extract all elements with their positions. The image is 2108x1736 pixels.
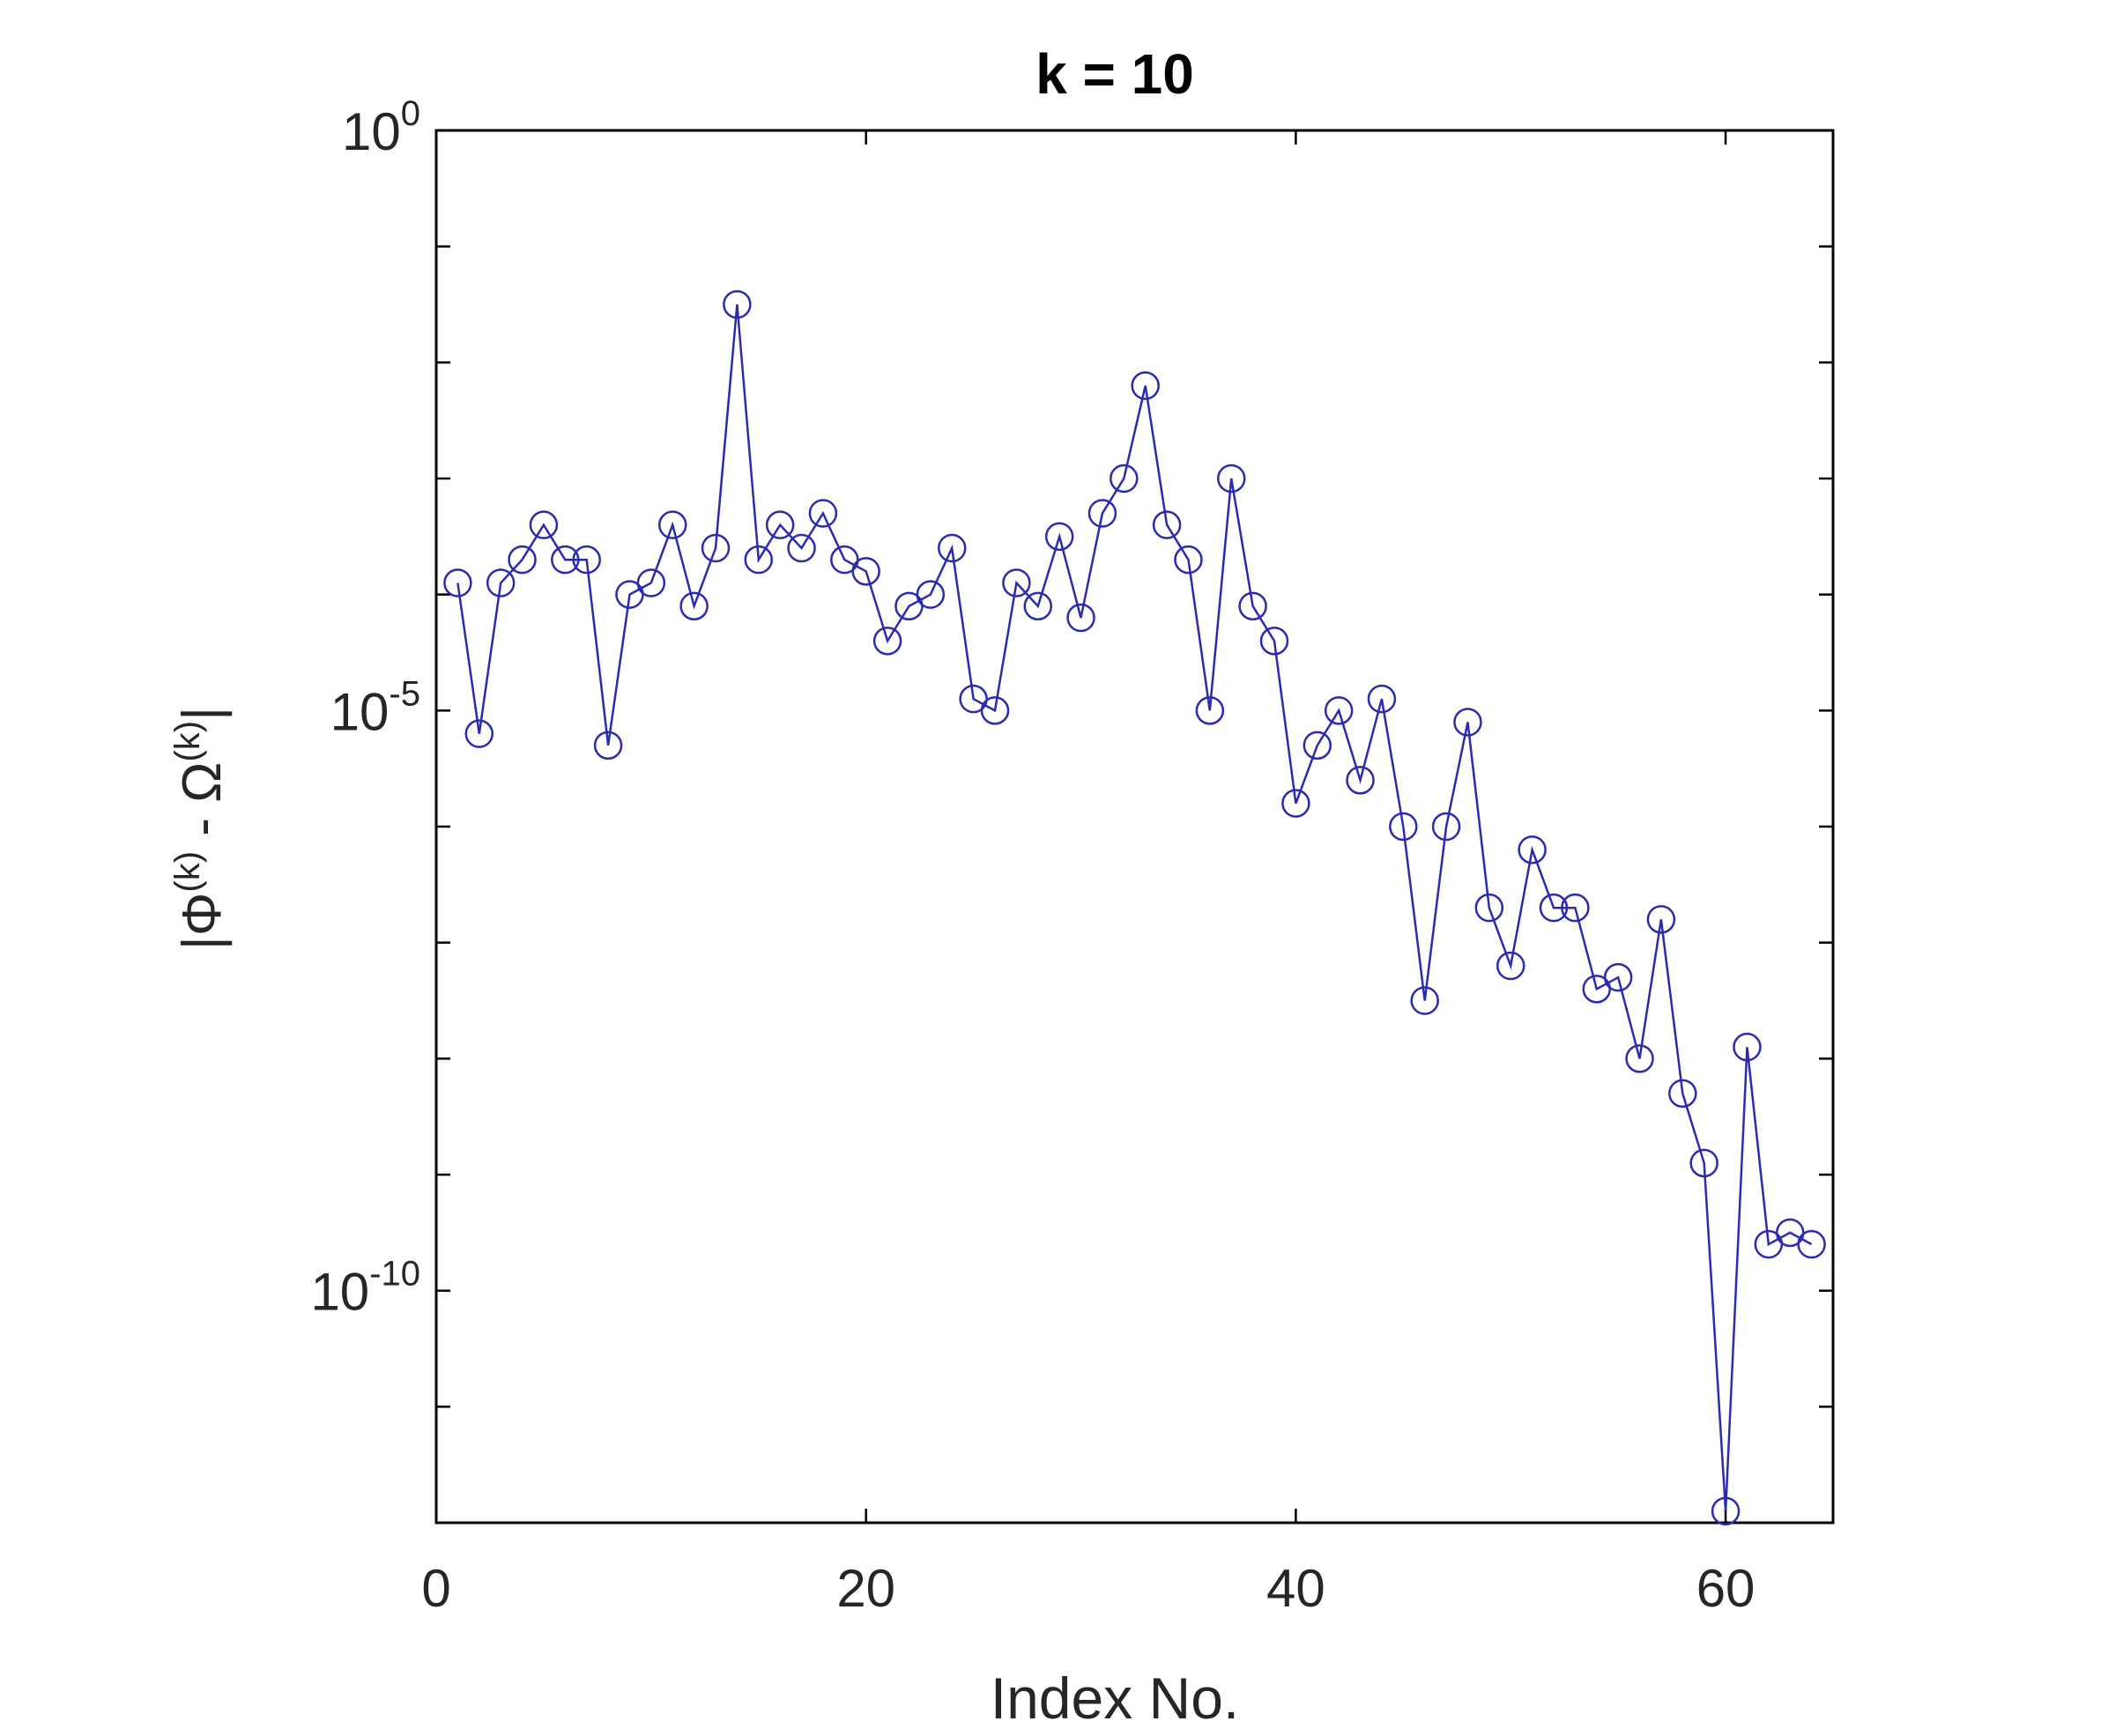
data-point [1646,905,1676,934]
data-point [701,533,731,563]
data-point [872,627,902,656]
data-point [1518,835,1547,864]
y-tick-label: 10-5 [330,674,420,741]
data-point [1023,591,1053,621]
y-tick-label: 100 [342,94,420,161]
data-point [443,568,472,597]
data-point [980,696,1010,725]
data-point [1561,893,1590,923]
chart-title: k = 10 [1035,42,1194,106]
data-point [1174,545,1203,575]
data-point [744,545,774,575]
data-point [1087,499,1117,528]
data-point [572,545,601,575]
data-point [1044,522,1074,552]
data-point [1689,1148,1718,1178]
data-point [1603,962,1633,992]
data-point [787,533,816,563]
series-markers [443,290,1826,1526]
data-point [1496,951,1525,981]
data-point [851,557,880,586]
plot-area [434,129,1835,1525]
y-axis-label-group: |Φ(k) - Ω(k)| [168,707,233,950]
y-tick-labels: 100 10-5 10-10 [310,94,420,1322]
data-point [1797,1229,1826,1259]
data-point [1131,371,1160,400]
data-point [464,719,494,748]
data-point [1152,510,1182,539]
x-tick-label: 0 [421,1559,450,1618]
data-point [723,290,752,319]
data-point [1216,464,1246,493]
data-point [1711,1496,1741,1526]
data-point [1367,684,1397,714]
data-point [808,499,838,528]
data-point [1281,789,1310,818]
data-point [593,731,623,760]
data-point [1002,568,1031,597]
data-point [1324,696,1354,725]
axis-ticks [434,129,1833,1525]
data-point [1453,708,1482,737]
data-point [1389,812,1418,842]
data-point [636,568,666,597]
x-tick-label: 20 [836,1559,895,1618]
data-point [1303,731,1332,760]
data-point [916,580,946,609]
data-point [1539,893,1569,923]
data-point [657,510,687,539]
data-point [529,510,559,539]
x-tick-label: 40 [1266,1559,1325,1618]
x-tick-label: 60 [1696,1559,1755,1618]
data-point [1195,696,1225,725]
series-line [456,304,1813,1511]
data-point [937,533,967,563]
data-point [1066,603,1095,633]
data-point [1668,1079,1697,1109]
x-tick-labels: 0 20 40 60 [421,1559,1755,1618]
y-axis-label: |Φ(k) - Ω(k)| [168,707,233,950]
x-axis-label: Index No. [991,1666,1240,1731]
data-point [1733,1032,1762,1062]
data-point [551,545,580,575]
data-point [1238,591,1267,621]
data-point [486,568,516,597]
data-point [1110,464,1139,493]
y-tick-label: 10-10 [310,1255,420,1322]
data-point [1410,986,1439,1015]
data-point [679,591,709,621]
data-point [1259,627,1289,656]
data-point [508,545,537,575]
data-point [1346,766,1375,795]
data-point [1625,1044,1654,1073]
data-point [1431,812,1461,842]
data-point [1474,893,1504,923]
data-point [765,510,795,539]
